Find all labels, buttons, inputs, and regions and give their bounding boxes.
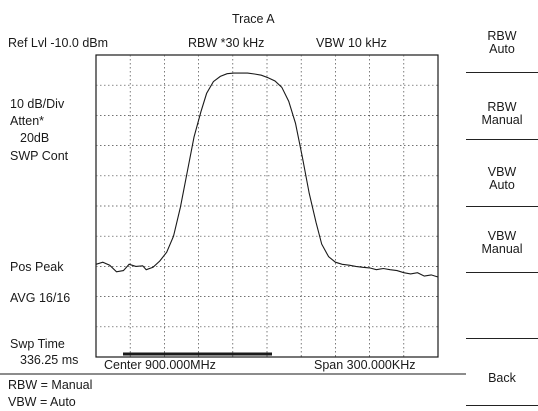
softkey-divider	[466, 338, 538, 339]
softkey-label-line1: VBW	[487, 229, 517, 243]
softkey-divider	[466, 272, 538, 273]
trace-a-line	[95, 72, 439, 278]
vbw-readout: VBW 10 kHz	[316, 36, 387, 50]
softkey-divider	[466, 72, 538, 73]
softkey-label-line2: Manual	[481, 113, 523, 127]
status-vbw: VBW = Auto	[8, 395, 76, 409]
center-frequency: Center 900.000MHz	[104, 358, 216, 372]
detector-mode: Pos Peak	[10, 260, 64, 274]
sweep-time-label: Swp Time	[10, 337, 65, 351]
softkey-blank[interactable]	[466, 290, 538, 330]
frequency-span: Span 300.000KHz	[314, 358, 416, 372]
softkey-label-line1: VBW	[487, 165, 517, 179]
attenuation-value: 20dB	[20, 131, 50, 145]
softkey-divider	[466, 139, 538, 140]
softkey-label-line1: RBW	[487, 29, 517, 43]
softkey-label-line1: RBW	[487, 100, 517, 114]
softkey-vbw-auto[interactable]: VBW Auto	[466, 166, 538, 192]
scale-readout: 10 dB/Div	[10, 97, 65, 111]
softkey-label-line1: Back	[488, 371, 516, 385]
graticule-grid	[96, 55, 438, 357]
softkey-label-line2: Auto	[489, 178, 515, 192]
trace-title: Trace A	[232, 12, 275, 26]
softkey-divider	[466, 206, 538, 207]
reference-level: Ref Lvl -10.0 dBm	[8, 36, 109, 50]
status-rbw: RBW = Manual	[8, 378, 93, 392]
softkey-label-line2: Auto	[489, 42, 515, 56]
softkey-back[interactable]: Back	[466, 372, 538, 385]
softkey-rbw-auto[interactable]: RBW Auto	[466, 30, 538, 56]
softkey-vbw-manual[interactable]: VBW Manual	[466, 230, 538, 256]
rbw-readout: RBW *30 kHz	[188, 36, 265, 50]
sweep-mode: SWP Cont	[10, 149, 69, 163]
attenuation-label: Atten*	[10, 114, 45, 128]
average-count: AVG 16/16	[10, 291, 71, 305]
sweep-time-value: 336.25 ms	[20, 353, 79, 367]
softkey-rbw-manual[interactable]: RBW Manual	[466, 101, 538, 127]
softkey-divider	[466, 405, 538, 406]
softkey-label-line2: Manual	[481, 242, 523, 256]
